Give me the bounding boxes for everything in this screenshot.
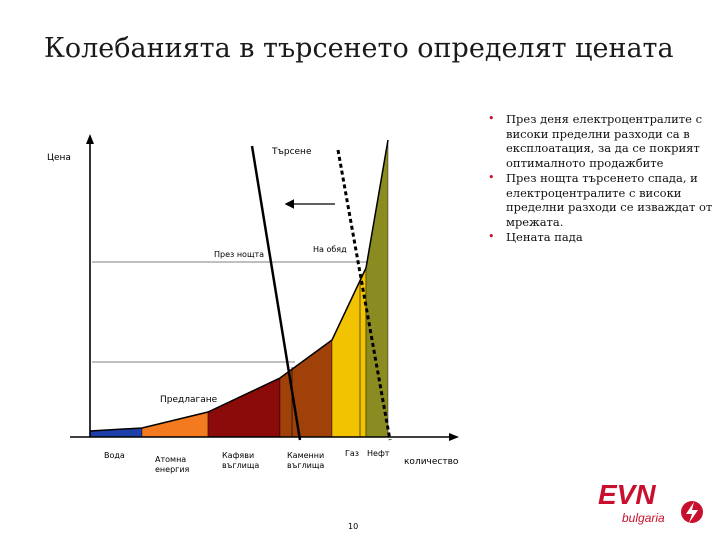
night-label: През нощта [214,250,264,259]
slide-title: Колебанията в търсенето определят цената [44,33,674,64]
oil-block [365,139,389,438]
evn-logo: EVN bulgaria [598,479,703,525]
night-demand-curve [250,145,302,441]
source-label-nuclear-line1: Атомна [155,455,186,464]
bullet-item: • През нощта търсенето спада, и електроце… [488,171,720,230]
bullet-text: През нощта търсенето спада, и електроцен… [506,170,713,229]
noon-demand-curve [336,149,392,441]
y-axis-label: Цена [47,153,71,163]
source-label-hard-coal: Каменни въглища [287,451,327,470]
lightning-icon [681,501,703,523]
bullet-item: • През деня електроцентралите с високи пр… [488,112,720,171]
demand-label: Търсене [271,147,312,157]
x-axis-arrow-icon [449,433,459,441]
source-label-lignite-line1: Кафяви [222,451,254,460]
logo-text: EVN [598,479,656,510]
source-label-water: Вода [104,451,125,460]
source-label-gas: Газ [345,449,359,458]
supply-label: Предлагане [160,395,218,405]
source-label-nuclear-line2: енергия [155,465,190,474]
bullet-list: • През деня електроцентралите с високи пр… [488,112,720,244]
bullet-item: • Цената пада [488,230,720,245]
page-number: 10 [348,522,359,531]
source-label-hard-coal-line1: Каменни [287,451,324,460]
bullet-icon: • [488,112,495,125]
logo-subtext: bulgaria [622,511,665,525]
supply-curve [89,139,389,432]
source-label-hard-coal-line2: въглища [287,461,324,470]
bullet-text: През деня електроцентралите с високи пре… [506,112,703,171]
y-axis-arrow-icon [86,134,94,144]
nuclear-block [141,411,209,438]
x-axis-label: количество [404,457,459,467]
source-label-oil: Нефт [367,449,390,458]
bullet-icon: • [488,229,495,243]
bullet-text: Цената пада [506,229,583,244]
source-label-lignite: Кафяви въглища [222,451,259,470]
source-label-nuclear: Атомна енергия [155,455,190,474]
hard-coal-block [279,339,333,438]
source-label-lignite-line2: въглища [222,461,259,470]
gas-block [331,267,367,438]
noon-label: На обяд [313,245,347,254]
bullet-icon: • [488,170,495,184]
